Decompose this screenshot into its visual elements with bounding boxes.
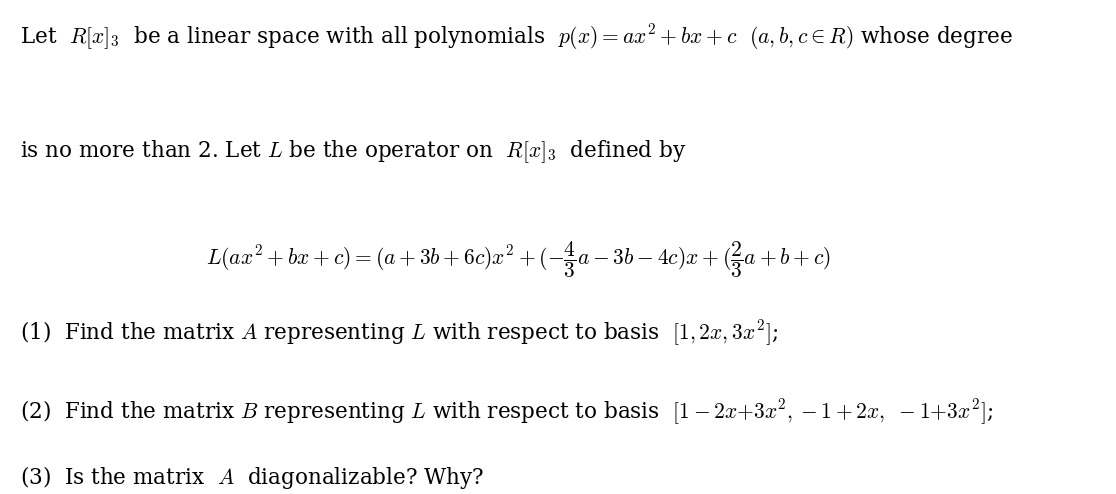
- Text: Let  $R[x]_3$  be a linear space with all polynomials  $p(x) = ax^2 + bx + c$  $: Let $R[x]_3$ be a linear space with all …: [20, 22, 1013, 52]
- Text: (2)  Find the matrix $B$ representing $L$ with respect to basis  $[1 - 2x{+}3x^2: (2) Find the matrix $B$ representing $L$…: [20, 398, 993, 427]
- Text: (3)  Is the matrix  $A$  diagonalizable? Why?: (3) Is the matrix $A$ diagonalizable? Wh…: [20, 464, 484, 492]
- Text: $L(ax^2 + bx + c) = (a + 3b + 6c)x^2 + (-\dfrac{4}{3}a - 3b - 4c)x + (\dfrac{2}{: $L(ax^2 + bx + c) = (a + 3b + 6c)x^2 + (…: [206, 240, 831, 280]
- Text: is no more than 2. Let $L$ be the operator on  $R[x]_3$  defined by: is no more than 2. Let $L$ be the operat…: [20, 138, 686, 165]
- Text: (1)  Find the matrix $A$ representing $L$ with respect to basis  $[1, 2x, 3x^2]$: (1) Find the matrix $A$ representing $L$…: [20, 319, 778, 348]
